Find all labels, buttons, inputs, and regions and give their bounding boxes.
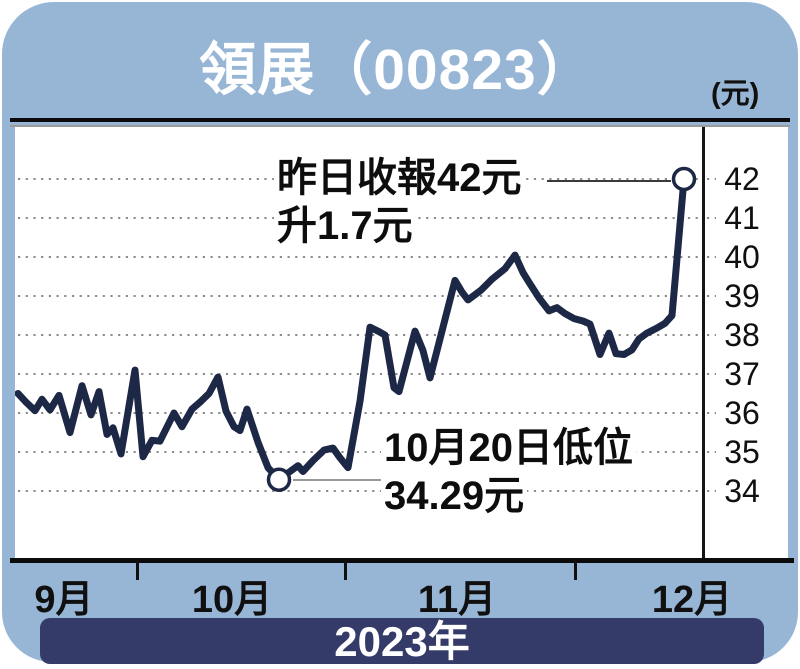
data-point-marker-close (671, 166, 697, 192)
y-axis-separator-line (702, 127, 705, 558)
data-point-marker-low (266, 467, 292, 492)
y-axis-label-40: 40 (724, 239, 760, 275)
x-axis-line (10, 558, 794, 563)
y-axis-label-41: 41 (724, 200, 760, 236)
annotation-close-price: 昨日收報42元 升1.7元 (274, 154, 525, 250)
month-label-9月: 9月 (34, 579, 94, 621)
y-axis-label-34: 34 (724, 473, 760, 509)
year-bar: 2023年 (40, 618, 764, 665)
month-label-11月: 11月 (417, 579, 497, 621)
y-axis-label-35: 35 (724, 434, 760, 470)
header-divider-thin-line (10, 125, 790, 127)
annotation-low-line1: 10月20日低位 (381, 424, 636, 472)
annotation-low-line2: 34.29元 (381, 472, 528, 520)
price-line (15, 175, 688, 484)
x-axis-tick-10月 (136, 560, 139, 580)
x-axis-tick-11月 (344, 560, 347, 580)
plot-area: 昨日收報42元 升1.7元 10月20日低位 34.29元 42 41 40 39 38… (15, 127, 788, 558)
month-label-12月: 12月 (651, 579, 733, 621)
y-axis-label-42: 42 (724, 161, 760, 197)
annotation-october-low: 10月20日低位 34.29元 (381, 424, 636, 520)
y-axis-label-37: 37 (724, 356, 760, 392)
annotation-close-line1: 昨日收報42元 (274, 154, 525, 202)
y-axis-unit-label: (元) (711, 78, 760, 110)
y-axis-label-36: 36 (724, 395, 760, 431)
chart-title: 領展（00823） (199, 38, 595, 102)
header-divider-line (10, 118, 790, 122)
month-label-10月: 10月 (191, 579, 273, 621)
annotation-close-line2: 升1.7元 (274, 202, 416, 250)
x-axis-tick-12月 (574, 560, 577, 580)
y-axis-label-38: 38 (724, 317, 760, 353)
y-axis-label-39: 39 (724, 278, 760, 314)
